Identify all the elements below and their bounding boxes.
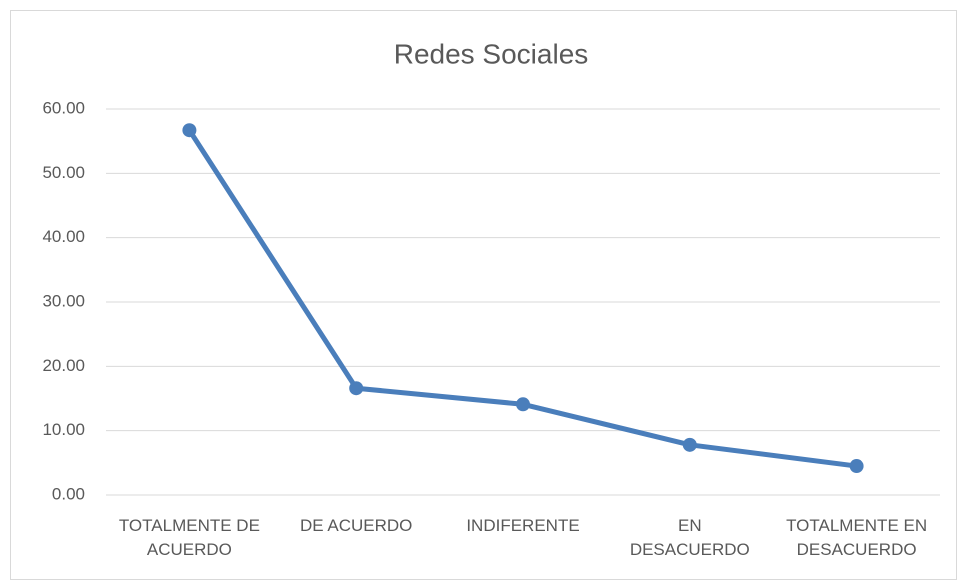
x-tick-label: TOTALMENTE DE ACUERDO <box>118 516 260 559</box>
chart-title: Redes Sociales <box>394 38 589 69</box>
point <box>349 381 364 396</box>
point <box>516 397 530 412</box>
x-tick-label: EN DESACUERDO <box>629 516 750 559</box>
y-tick-label: 0.00 <box>52 484 85 503</box>
point <box>849 459 864 474</box>
y-tick-label: 10.00 <box>42 420 85 439</box>
x-tick-label: INDIFERENTE <box>466 516 580 535</box>
y-tick-label: 20.00 <box>42 356 85 375</box>
x-tick-label: TOTALMENTE EN DESACUERDO <box>786 516 928 559</box>
y-tick-label: 40.00 <box>42 227 85 246</box>
y-tick-label: 60.00 <box>42 98 85 117</box>
y-tick-label: 50.00 <box>42 163 85 182</box>
y-tick-label: 30.00 <box>42 291 85 310</box>
x-tick-label: DE ACUERDO <box>299 516 413 535</box>
chart-border <box>10 10 957 580</box>
point <box>682 437 697 452</box>
point <box>182 123 197 138</box>
